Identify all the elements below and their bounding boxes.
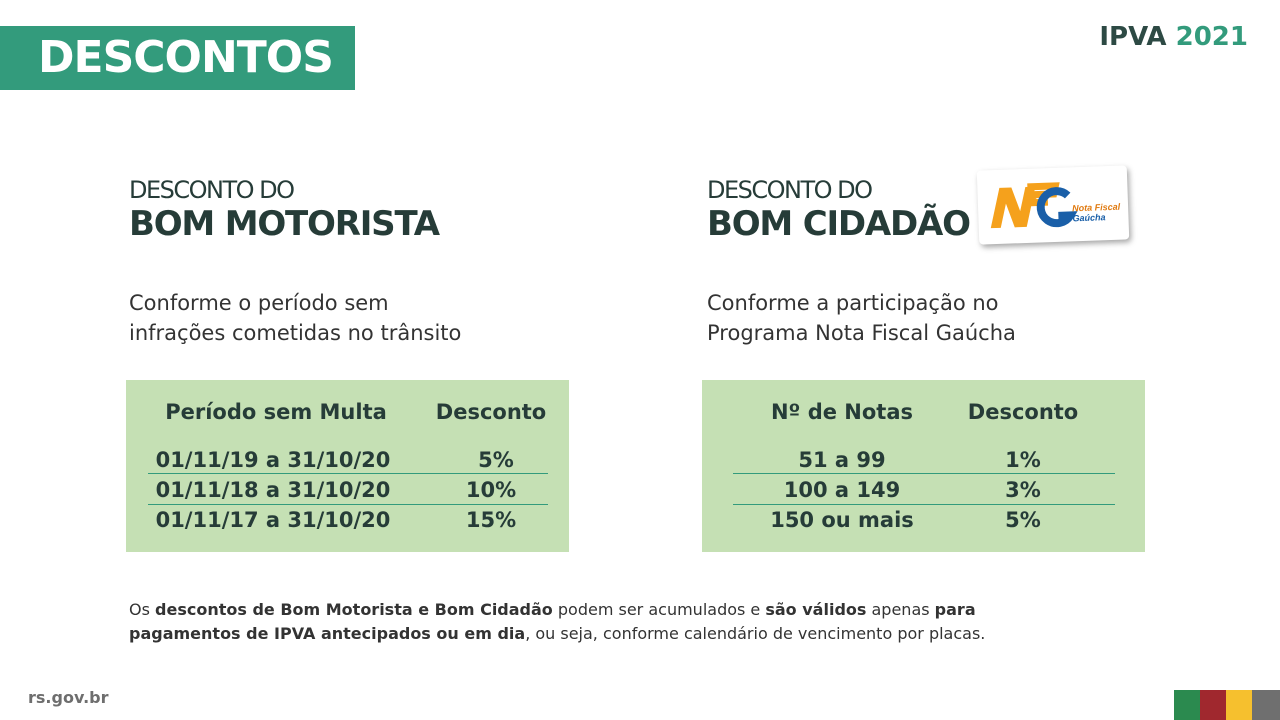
subtitle-line: Programa Nota Fiscal Gaúcha (707, 321, 1016, 345)
footnote: Os descontos de Bom Motorista e Bom Cida… (129, 598, 1009, 646)
note-bold: descontos de Bom Motorista e Bom Cidadão (155, 600, 553, 619)
notes-cell: 51 a 99 (798, 448, 886, 472)
bom-motorista-table: Período sem Multa Desconto 01/11/19 a 31… (126, 380, 569, 552)
bom-cidadao-table: Nº de Notas Desconto 51 a 99 1% 100 a 14… (702, 380, 1145, 552)
discount-cell: 10% (465, 478, 517, 502)
subtitle-line: infrações cometidas no trânsito (129, 321, 462, 345)
discount-cell: 5% (478, 448, 514, 472)
bom-motorista-heading: DESCONTO DO BOM MOTORISTA (129, 176, 440, 244)
svg-text:Nota Fiscal: Nota Fiscal (1072, 202, 1121, 214)
section-pre: DESCONTO DO (129, 176, 295, 204)
site-url: rs.gov.br (28, 688, 109, 707)
row-divider (148, 473, 548, 474)
col-header: Período sem Multa (165, 400, 387, 424)
discount-cell: 3% (1005, 478, 1041, 502)
bom-cidadao-subtitle: Conforme a participação no Programa Nota… (707, 288, 1016, 348)
nfg-logo-icon: Nota Fiscal Gaúcha (990, 182, 1121, 229)
note-text: apenas (866, 600, 935, 619)
subtitle-line: Conforme a participação no (707, 291, 999, 315)
discount-cell: 1% (1005, 448, 1041, 472)
flag-green (1174, 690, 1200, 720)
discount-cell: 5% (1005, 508, 1041, 532)
notes-cell: 150 ou mais (770, 508, 914, 532)
col-header: Nº de Notas (770, 400, 914, 424)
flag-red (1200, 690, 1226, 720)
note-bold: para pagamentos de IPVA antecipados ou e… (129, 600, 976, 643)
note-bold: são válidos (765, 600, 867, 619)
row-divider (733, 504, 1115, 505)
ipva-year-label: IPVA 2021 (1099, 22, 1248, 52)
bom-motorista-subtitle: Conforme o período sem infrações cometid… (129, 288, 461, 348)
note-text: , ou seja, conforme calendário de vencim… (525, 624, 986, 643)
notes-cell: 100 a 149 (783, 478, 901, 502)
flag-yellow (1226, 690, 1252, 720)
page-title: DESCONTOS (0, 26, 355, 90)
section-title: BOM CIDADÃO (707, 204, 971, 244)
col-header: Desconto (967, 400, 1079, 424)
row-divider (733, 473, 1115, 474)
discount-cell: 15% (465, 508, 517, 532)
year: 2021 (1175, 22, 1248, 52)
ipva-label: IPVA (1099, 22, 1167, 52)
svg-text:Gaúcha: Gaúcha (1072, 212, 1105, 223)
section-pre: DESCONTO DO (707, 176, 873, 204)
row-divider (148, 504, 548, 505)
period-cell: 01/11/17 a 31/10/20 (155, 508, 391, 532)
note-text: podem ser acumulados e (552, 600, 766, 619)
bom-cidadao-heading: DESCONTO DO BOM CIDADÃO (707, 176, 971, 244)
nfg-logo: Nota Fiscal Gaúcha (976, 165, 1130, 245)
subtitle-line: Conforme o período sem (129, 291, 389, 315)
col-header: Desconto (435, 400, 547, 424)
period-cell: 01/11/18 a 31/10/20 (155, 478, 391, 502)
flag-gray (1252, 690, 1280, 720)
note-text: Os (129, 600, 156, 619)
period-cell: 01/11/19 a 31/10/20 (155, 448, 391, 472)
section-title: BOM MOTORISTA (129, 204, 440, 244)
